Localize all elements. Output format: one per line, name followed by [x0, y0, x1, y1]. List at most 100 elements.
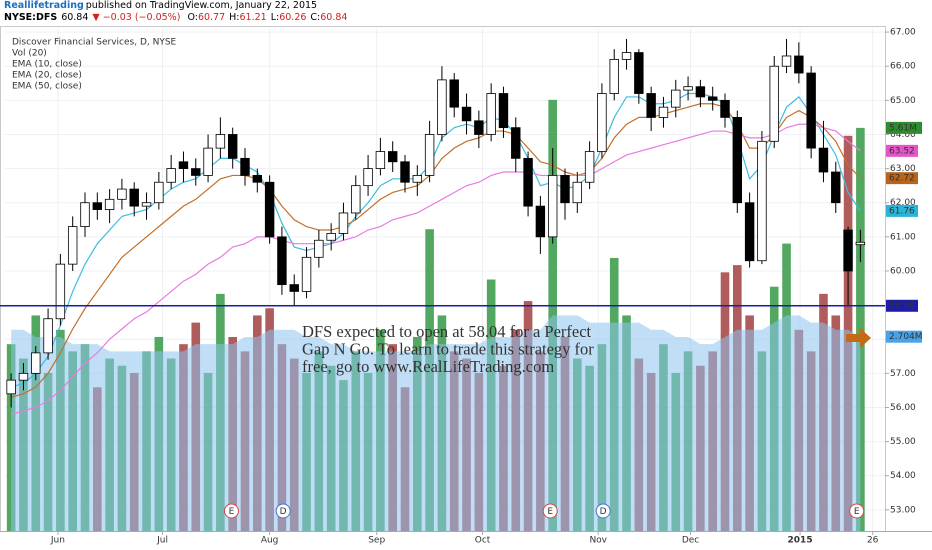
volume-label-box [886, 121, 922, 134]
candle-body [683, 86, 693, 91]
candle-body [6, 379, 16, 395]
quote-label: C: [310, 12, 321, 23]
candle-body [831, 171, 841, 204]
candle-body [412, 175, 423, 183]
candle-body [338, 212, 349, 234]
candle-body [289, 284, 299, 292]
quote-value: 60.84 [320, 12, 348, 23]
candle-body [621, 52, 632, 60]
quote-label: L: [270, 12, 280, 23]
candle-body [695, 86, 706, 98]
candle-body [781, 55, 792, 67]
publish-line: Reallifetrading published on TradingView.… [4, 0, 321, 11]
ema-line [10, 103, 861, 398]
x-tick-label: Oct [475, 536, 491, 546]
candle-body [252, 175, 263, 183]
legend-entry: EMA (20, close) [12, 71, 82, 81]
candle-body [178, 161, 189, 169]
candle-body [609, 58, 619, 94]
candle-body [806, 72, 816, 149]
y-tick-label: 61.00 [890, 232, 916, 242]
event-label: E [547, 507, 553, 517]
x-tick-label: Jun [50, 536, 65, 546]
annotation-text: Gap N Go. To learn to trade this strateg… [302, 339, 594, 358]
ema-line [10, 123, 861, 415]
legend-entry: Vol (20) [12, 49, 47, 59]
y-tick-label: 53.00 [890, 505, 916, 515]
candle-body [424, 134, 435, 176]
legend-entry: EMA (50, close) [12, 82, 82, 92]
candle-body [166, 168, 176, 183]
y-tick-label: 57.00 [890, 369, 916, 379]
candle-body [67, 226, 78, 265]
level-label: 58.98 [889, 301, 915, 311]
x-tick-label: Aug [261, 536, 279, 546]
quote-label: H: [229, 12, 240, 23]
quote-value: 60.77 [197, 12, 226, 23]
candle-body [31, 352, 41, 374]
candle-body [80, 202, 90, 228]
candle-body [387, 151, 398, 163]
candle-body [141, 202, 152, 207]
last-value-label: 62.72 [889, 174, 915, 184]
volume-label: 2.704M [889, 332, 923, 342]
y-tick-label: 64.00 [890, 130, 916, 140]
y-tick-label: 63.00 [890, 164, 916, 174]
level-label-box [886, 299, 918, 312]
last-value-label: 61.76 [889, 206, 915, 216]
last-value-box [886, 204, 918, 217]
candle-body [437, 79, 447, 135]
candle-body [843, 229, 853, 272]
candle-body [523, 157, 533, 207]
candle-body [104, 198, 115, 210]
chart-title: Discover Financial Services, D, NYSE [12, 38, 177, 48]
x-tick-label: 26 [867, 536, 879, 546]
candle-body [744, 202, 755, 262]
candle-body [757, 140, 767, 262]
y-tick-label: 55.00 [890, 437, 916, 447]
annotation-text: DFS expected to open at 58.04 for a Perf… [302, 322, 592, 341]
last-value-label: 63.52 [889, 146, 915, 156]
symbol: NYSE:DFS [4, 12, 58, 23]
candle-body [855, 241, 866, 246]
candle-body [154, 181, 164, 204]
candle-body [375, 151, 386, 169]
event-label: D [600, 507, 607, 517]
candle-body [326, 233, 336, 241]
candle-body [732, 117, 743, 204]
event-marker [542, 503, 558, 519]
candle-body [363, 168, 373, 187]
legend-entry: EMA (10, close) [12, 60, 82, 70]
candle-body [535, 205, 546, 238]
candle-body [720, 99, 730, 118]
x-tick-label: Jul [156, 536, 168, 546]
x-tick-label: Sep [368, 536, 385, 546]
y-tick-label: 62.00 [890, 198, 916, 208]
event-label: D [280, 507, 287, 517]
last-price: 60.84 [61, 12, 89, 23]
event-label: E [854, 507, 860, 517]
candle-body [277, 236, 287, 286]
quote-label: O: [187, 12, 198, 23]
y-tick-label: 67.00 [890, 28, 916, 38]
event-marker [849, 503, 865, 519]
y-tick-label: 54.00 [890, 471, 916, 481]
candle-body [646, 93, 656, 118]
candle-body [597, 93, 607, 152]
candle-body [634, 52, 644, 94]
candle-body [572, 181, 583, 204]
volume-ma-area [11, 315, 861, 531]
event-marker [223, 503, 239, 519]
publisher[interactable]: Reallifetrading [4, 0, 84, 11]
candle-body [498, 93, 509, 129]
candle-body [474, 120, 484, 135]
candle-body [707, 96, 718, 101]
candle-body [400, 161, 410, 183]
quote-line: NYSE:DFS 60.84 ▼ −0.03 (−0.05%) O:60.77 H:6… [4, 12, 351, 23]
quote-value: 61.21 [239, 12, 267, 23]
candle-body [449, 79, 459, 108]
candle-body [92, 202, 103, 210]
candle-body [301, 256, 312, 292]
candle-body [584, 151, 595, 183]
